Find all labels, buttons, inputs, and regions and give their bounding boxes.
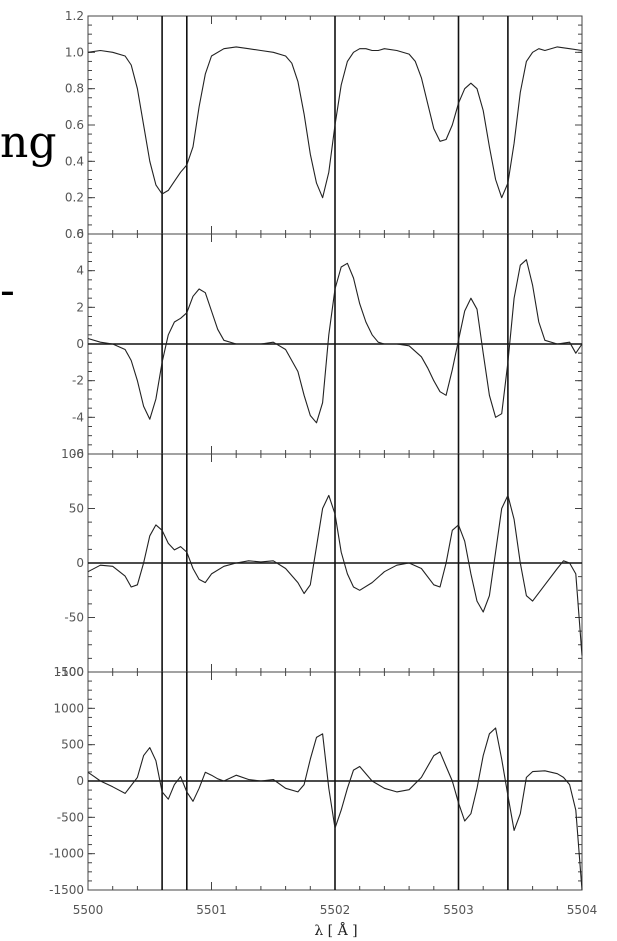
panel-4-y-tick-label: 500 xyxy=(61,738,84,752)
panel-1-y-tick-label: 0.8 xyxy=(65,82,84,96)
panel-2-y-tick-label: 4 xyxy=(76,264,84,278)
panel-4-y-tick-label: 1500 xyxy=(53,665,84,679)
x-tick-label: 5503 xyxy=(443,903,474,917)
panel-1-y-tick-label: 0.4 xyxy=(65,154,84,168)
panel-3-y-tick-label: 50 xyxy=(69,502,84,516)
background-slide-text-2: - xyxy=(0,265,15,316)
panel-2-y-tick-label: 6 xyxy=(76,227,84,241)
panel-3-y-tick-label: -100 xyxy=(57,665,84,679)
panel-1-y-tick-label: 1.0 xyxy=(65,45,84,59)
background-slide-text-1: ng xyxy=(0,117,57,168)
panel-4-y-tick-label: -1000 xyxy=(49,847,84,861)
panel-3-y-tick-label: 0 xyxy=(76,556,84,570)
panel-1-y-tick-label: 0.6 xyxy=(65,118,84,132)
panel-2-y-tick-label: -4 xyxy=(72,410,84,424)
panel-3-y-tick-label: 100 xyxy=(61,447,84,461)
panel-1-y-tick-label: 0.0 xyxy=(65,227,84,241)
panel-2-y-tick-label: -2 xyxy=(72,374,84,388)
x-tick-label: 5501 xyxy=(196,903,227,917)
panel-1-y-tick-label: 0.2 xyxy=(65,191,84,205)
panel-2-y-tick-label: -6 xyxy=(72,447,84,461)
panel-2-y-tick-label: 0 xyxy=(76,337,84,351)
panel-4-y-tick-label: -500 xyxy=(57,810,84,824)
x-tick-label: 5502 xyxy=(320,903,351,917)
panel-3-y-tick-label: -50 xyxy=(64,611,84,625)
panel-1-series-line xyxy=(87,46,583,199)
panel-2-y-tick-label: 2 xyxy=(76,300,84,314)
x-tick-label: 5504 xyxy=(567,903,598,917)
panel-4-y-tick-label: 0 xyxy=(76,774,84,788)
panel-4-y-tick-label: 1000 xyxy=(53,701,84,715)
x-tick-label: 5500 xyxy=(73,903,104,917)
panel-2-series-line xyxy=(87,259,583,424)
panel-4-y-tick-label: -1500 xyxy=(49,883,84,897)
chart-panels: 0.00.20.40.60.81.01.2-6-4-20246-100-5005… xyxy=(49,9,597,917)
x-axis-label: λ [ Å ] xyxy=(314,921,357,939)
panel-3-series-line xyxy=(87,494,583,656)
panel-4-series-line xyxy=(87,727,583,891)
panel-1-y-tick-label: 1.2 xyxy=(65,9,84,23)
